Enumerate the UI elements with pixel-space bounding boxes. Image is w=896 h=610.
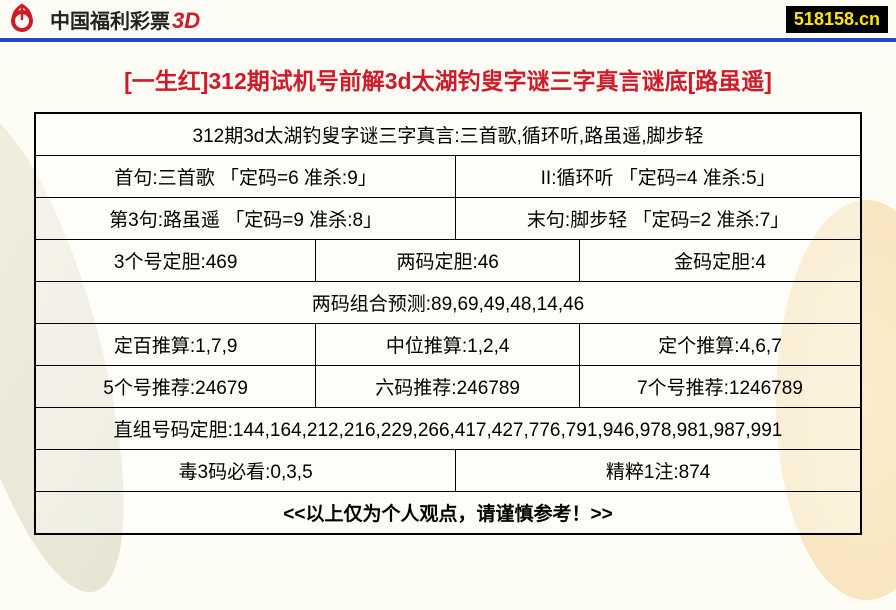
cell-r7b: 六码推荐:246789 [316, 366, 580, 408]
row-header: 312期3d太湖钓叟字谜三字真言:三首歌,循环听,路虽遥,脚步轻 [35, 113, 861, 156]
cell-r9b: 精粹1注:874 [456, 450, 861, 492]
site-badge[interactable]: 518158.cn [786, 6, 888, 33]
cell-r6b: 中位推算:1,2,4 [316, 324, 580, 366]
cell-r4b: 两码定胆:46 [316, 240, 580, 282]
cell-r6a: 定百推算:1,7,9 [35, 324, 316, 366]
topbar: 中国福利彩票 3D 518158.cn [0, 0, 896, 42]
brand-suffix: 3D [172, 8, 200, 34]
logo-icon [8, 1, 44, 37]
brand-name: 中国福利彩票 [50, 5, 170, 34]
cell-footer: <<以上仅为个人观点，请谨慎参考！>> [35, 492, 861, 535]
cell-r4c: 金码定胆:4 [580, 240, 862, 282]
cell-r4a: 3个号定胆:469 [35, 240, 316, 282]
cell-r7c: 7个号推荐:1246789 [580, 366, 862, 408]
cell-r6c: 定个推算:4,6,7 [580, 324, 862, 366]
brand: 中国福利彩票 3D [8, 1, 200, 37]
cell-r3b: 末句:脚步轻 「定码=2 准杀:7」 [456, 198, 861, 240]
cell-r3a: 第3句:路虽遥 「定码=9 准杀:8」 [35, 198, 456, 240]
cell-r7a: 5个号推荐:24679 [35, 366, 316, 408]
cell-r9a: 毒3码必看:0,3,5 [35, 450, 456, 492]
page-title: [一生红]312期试机号前解3d太湖钓叟字谜三字真言谜底[路虽遥] [0, 42, 896, 112]
cell-r2a: 首句:三首歌 「定码=6 准杀:9」 [35, 156, 456, 198]
cell-r8: 直组号码定胆:144,164,212,216,229,266,417,427,7… [35, 408, 861, 450]
data-table: 312期3d太湖钓叟字谜三字真言:三首歌,循环听,路虽遥,脚步轻 首句:三首歌 … [34, 112, 862, 535]
cell-r2b: II:循环听 「定码=4 准杀:5」 [456, 156, 861, 198]
cell-r5: 两码组合预测:89,69,49,48,14,46 [35, 282, 861, 324]
